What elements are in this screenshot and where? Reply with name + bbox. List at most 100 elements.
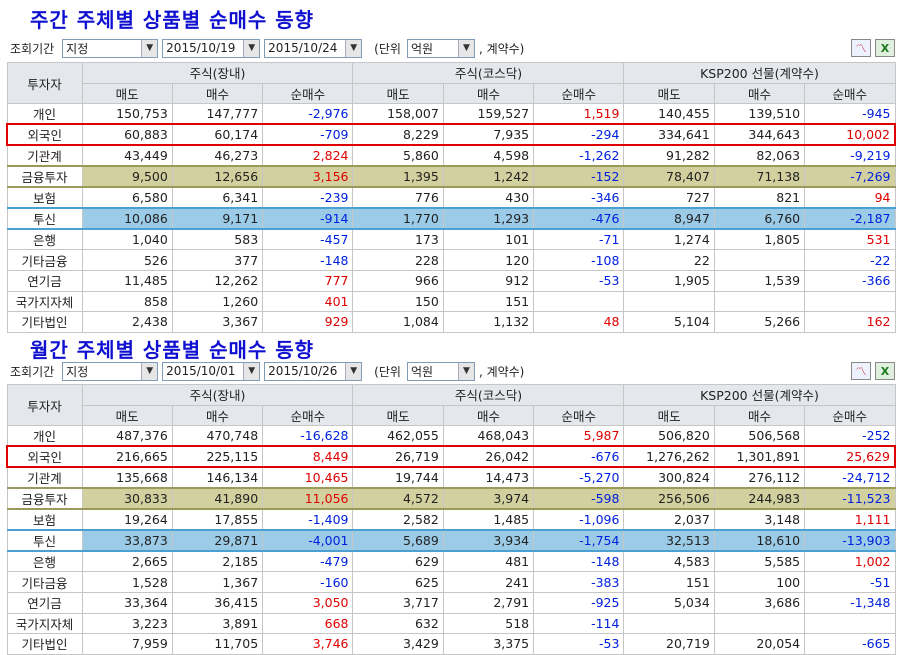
period-mode-select[interactable]: 지정 ▼ xyxy=(62,361,159,381)
table-cell: 1,111 xyxy=(804,508,896,531)
table-row[interactable]: 기타금융 1,528 1,367 -160 625 241 -383 151 100 -51 xyxy=(6,571,896,593)
excel-export-icon[interactable]: X xyxy=(875,362,895,380)
excel-export-icon[interactable]: X xyxy=(875,39,895,57)
table-row[interactable]: 은행 1,040 583 -457 173 101 -71 1,274 1,805 531 xyxy=(6,228,896,251)
table-cell: -148 xyxy=(533,550,625,573)
date-to-picker[interactable]: 2015/10/24 ▼ xyxy=(264,38,363,58)
table-cell: -13,903 xyxy=(804,529,896,553)
group-header: 주식(코스닥) xyxy=(352,384,625,406)
investor-name: 보험 xyxy=(6,508,83,531)
investor-header: 투자자 xyxy=(6,61,83,105)
table-cell: 531 xyxy=(804,228,896,251)
table-cell: 3,429 xyxy=(352,633,444,655)
investor-name: 개인 xyxy=(6,425,83,447)
table-row[interactable]: 은행 2,665 2,185 -479 629 481 -148 4,583 5,585 1,00… xyxy=(6,550,896,573)
table-row[interactable]: 투신 33,873 29,871 -4,001 5,689 3,934 -1,754 32,5… xyxy=(6,529,896,553)
table-row[interactable]: 보험 19,264 17,855 -1,409 2,582 1,485 -1,096 2,03… xyxy=(6,508,896,531)
table-cell: 78,407 xyxy=(623,165,715,189)
investor-name: 국가지자체 xyxy=(6,612,83,635)
table-row[interactable]: 개인 150,753 147,777 -2,976 158,007 159,527 1,51… xyxy=(6,103,896,125)
sub-header: 매수 xyxy=(171,404,264,427)
table-cell: -11,523 xyxy=(804,487,896,511)
table-cell: 4,572 xyxy=(352,487,444,511)
table-cell: -7,269 xyxy=(804,165,896,189)
table-row[interactable]: 국가지자체 3,223 3,891 668 632 518 -114 xyxy=(6,612,896,635)
group-header: 주식(코스닥) xyxy=(352,62,625,84)
table-cell: 150 xyxy=(352,290,444,313)
table-cell: 1,274 xyxy=(623,228,715,251)
table-cell: 32,513 xyxy=(623,529,715,553)
table-row[interactable]: 보험 6,580 6,341 -239 776 430 -346 727 821 94 xyxy=(6,186,896,209)
table-cell: 3,375 xyxy=(442,633,535,655)
table-row[interactable]: 금융투자 30,833 41,890 11,056 4,572 3,974 -598 256,… xyxy=(6,487,896,511)
unit-label: (단위 xyxy=(374,41,401,56)
date-from-picker[interactable]: 2015/10/01 ▼ xyxy=(162,361,261,381)
table-cell: 5,987 xyxy=(533,425,625,447)
table-row[interactable]: 연기금 11,485 12,262 777 966 912 -53 1,905 1,539 -36… xyxy=(6,269,896,292)
table-cell: 1,485 xyxy=(442,508,535,531)
table-cell: -598 xyxy=(533,487,625,511)
table-cell: 91,282 xyxy=(623,144,715,167)
table-row[interactable]: 기타금융 526 377 -148 228 120 -108 22 -22 xyxy=(6,249,896,271)
sub-header: 매수 xyxy=(442,404,535,427)
table-cell: 3,686 xyxy=(713,591,806,614)
table-row[interactable]: 기관계 43,449 46,273 2,824 5,860 4,598 -1,262 91,2… xyxy=(6,144,896,167)
table-row[interactable]: 기타법인 2,438 3,367 929 1,084 1,132 48 5,104 5,266 1… xyxy=(6,311,896,333)
investor-name: 금융투자 xyxy=(6,487,83,511)
table-row[interactable]: 기관계 135,668 146,134 10,465 19,744 14,473 -5,27… xyxy=(6,466,896,489)
investor-name: 국가지자체 xyxy=(6,290,83,313)
table-cell: 5,104 xyxy=(623,311,715,333)
table-cell: 26,042 xyxy=(442,445,535,469)
sub-header: 순매수 xyxy=(262,82,354,105)
date-from-picker[interactable]: 2015/10/19 ▼ xyxy=(162,38,261,58)
table-cell: 244,983 xyxy=(713,487,806,511)
table-cell: 48 xyxy=(533,311,625,333)
table-row[interactable]: 기타법인 7,959 11,705 3,746 3,429 3,375 -53 20,719 2… xyxy=(6,633,896,655)
table-row[interactable]: 외국인 216,665 225,115 8,449 26,719 26,042 -676 1,… xyxy=(6,445,897,469)
table-cell xyxy=(533,290,625,313)
table-cell: 29,871 xyxy=(171,529,264,553)
table-cell xyxy=(713,612,806,635)
table-cell: 5,266 xyxy=(713,311,806,333)
sub-header: 매도 xyxy=(81,404,173,427)
table-cell: 140,455 xyxy=(623,103,715,125)
table-cell: 33,873 xyxy=(81,529,173,553)
table-cell: 821 xyxy=(713,186,806,209)
table-cell: 334,641 xyxy=(623,123,715,147)
table-cell: 10,002 xyxy=(804,123,897,147)
table-row[interactable]: 연기금 33,364 36,415 3,050 3,717 2,791 -925 5,034 3… xyxy=(6,591,896,614)
table-cell: 71,138 xyxy=(713,165,806,189)
unit-select[interactable]: 억원 ▼ xyxy=(406,361,475,381)
line-chart-icon[interactable]: 〽 xyxy=(851,39,871,57)
unit-select[interactable]: 억원 ▼ xyxy=(406,38,475,58)
table-cell: -148 xyxy=(262,249,354,271)
table-cell: 12,262 xyxy=(171,269,264,292)
table-cell: -1,348 xyxy=(804,591,896,614)
table-cell: 1,301,891 xyxy=(713,445,806,469)
table-cell: 776 xyxy=(352,186,444,209)
sub-header: 매도 xyxy=(623,82,715,105)
table-cell: 506,568 xyxy=(713,425,806,447)
line-chart-icon[interactable]: 〽 xyxy=(851,362,871,380)
date-to-picker[interactable]: 2015/10/26 ▼ xyxy=(264,361,363,381)
table-cell: -71 xyxy=(533,228,625,251)
table-row[interactable]: 금융투자 9,500 12,656 3,156 1,395 1,242 -152 78,407… xyxy=(6,165,896,189)
sub-header: 순매수 xyxy=(262,404,354,427)
table-row[interactable]: 국가지자체 858 1,260 401 150 151 xyxy=(6,290,896,313)
investor-header: 투자자 xyxy=(6,383,83,427)
table-cell: 20,054 xyxy=(713,633,806,655)
table-row[interactable]: 개인 487,376 470,748 -16,628 462,055 468,043 5,9… xyxy=(6,425,896,447)
table-row[interactable]: 외국인 60,883 60,174 -709 8,229 7,935 -294 334,641… xyxy=(6,123,897,147)
table-cell: 1,132 xyxy=(442,311,535,333)
period-mode-select[interactable]: 지정 ▼ xyxy=(62,38,159,58)
table-cell: 162 xyxy=(804,311,896,333)
table-cell: -476 xyxy=(533,207,625,231)
table-cell: 5,034 xyxy=(623,591,715,614)
table-cell: 6,580 xyxy=(81,186,173,209)
table-cell: 101 xyxy=(442,228,535,251)
table-cell: 377 xyxy=(171,249,264,271)
table-cell: 241 xyxy=(442,571,535,593)
table-cell: 2,037 xyxy=(623,508,715,531)
table-cell: 20,719 xyxy=(623,633,715,655)
table-row[interactable]: 투신 10,086 9,171 -914 1,770 1,293 -476 8,947 6,76… xyxy=(6,207,896,231)
